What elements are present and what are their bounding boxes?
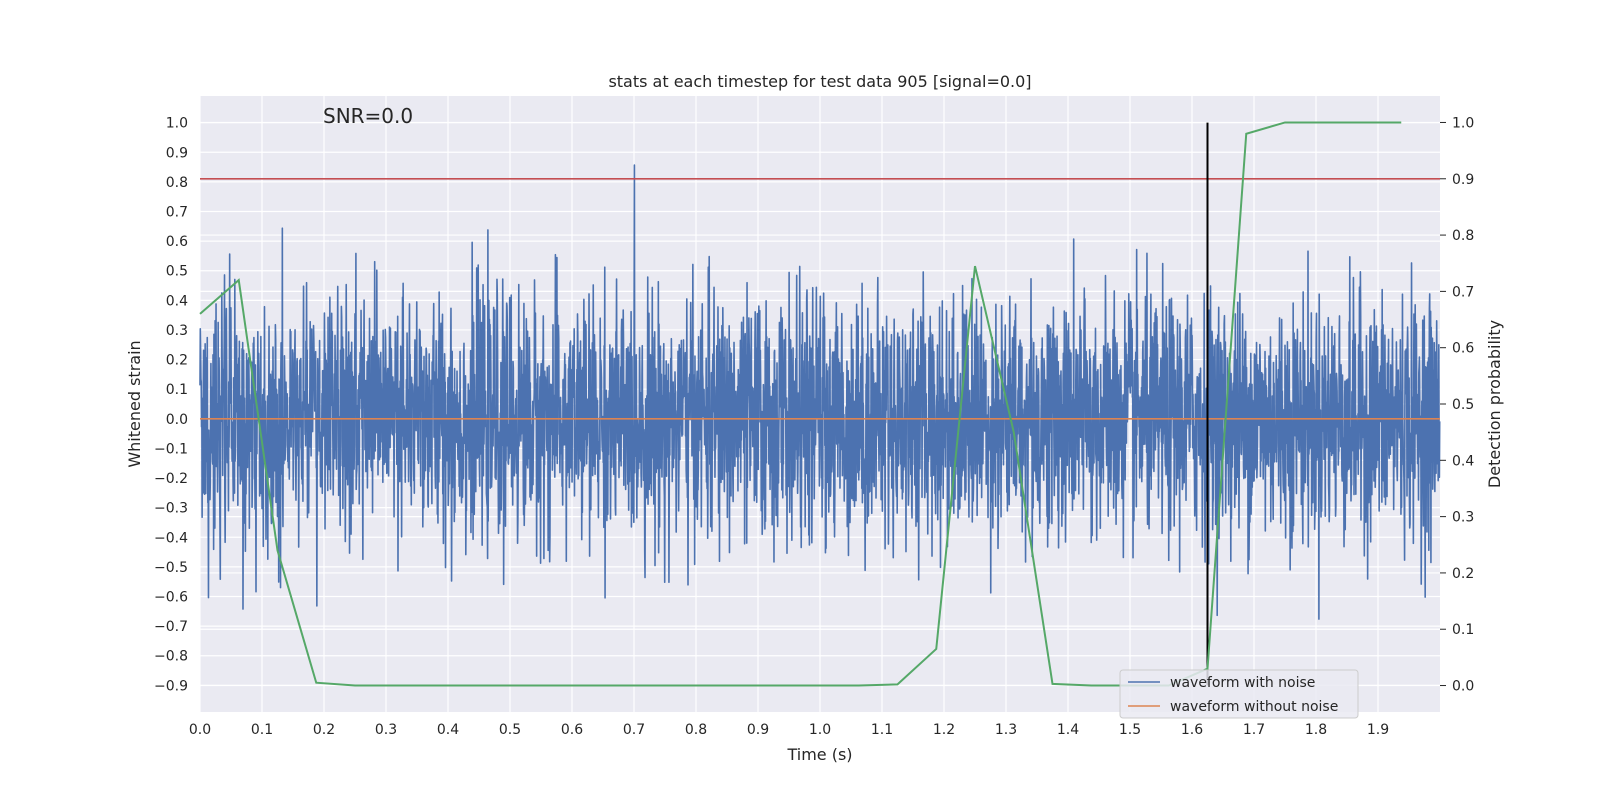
legend: waveform with noise waveform without noi… [1119,669,1359,719]
x-tick-label: 0.7 [623,722,645,738]
legend-box [1119,669,1359,719]
y-tick-label: −0.6 [154,590,188,606]
y2-tick-label: 0.1 [1452,622,1474,638]
y-tick-label: 0.1 [166,382,188,398]
x-tick-label: 0.8 [685,722,707,738]
x-tick-label: 0.3 [375,722,397,738]
x-tick-label: 1.3 [995,722,1017,738]
x-tick-label: 1.1 [871,722,893,738]
y-tick-label: −0.1 [154,441,188,457]
x-tick-labels: 0.0 0.1 0.2 0.3 0.4 0.5 0.6 0.7 0.8 0.9 1.0 1.1 1.2 1… [189,722,1389,738]
x-tick-label: 1.7 [1243,722,1265,738]
x-tick-label: 0.9 [747,722,769,738]
y-tick-label: −0.3 [154,501,188,517]
y-tick-label: −0.2 [154,471,188,487]
x-tick-label: 1.8 [1305,722,1327,738]
x-tick-label: 0.0 [189,722,211,738]
x-tick-label: 1.5 [1119,722,1141,738]
y-tick-label: 0.0 [166,412,188,428]
x-tick-label: 1.9 [1367,722,1389,738]
y2-tick-label: 0.8 [1452,228,1474,244]
x-tick-label: 1.2 [933,722,955,738]
waveform-noise-line [199,164,1441,620]
y-tick-label: 0.7 [166,205,188,221]
x-tick-label: 0.2 [313,722,335,738]
y-tick-label: 0.3 [166,323,188,339]
y2-tick-label: 0.4 [1452,453,1474,469]
x-tick-label: 1.0 [809,722,831,738]
y2-tick-label: 0.7 [1452,284,1474,300]
y-tick-label: −0.4 [154,530,188,546]
y2-tick-label: 0.5 [1452,397,1474,413]
x-tick-label: 0.4 [437,722,459,738]
x-tick-label: 0.5 [499,722,521,738]
y-axis-title: Whitened strain [125,340,144,467]
y-tick-label: 0.5 [166,264,188,280]
y-tick-label: −0.9 [154,678,188,694]
y-tick-label: 0.4 [166,293,188,309]
x-axis-title: Time (s) [786,745,852,764]
y2-tick-labels: 0.0 0.1 0.2 0.3 0.4 0.5 0.6 0.7 0.8 0.9 1.0 [1440,115,1474,695]
y-tick-label: −0.7 [154,619,188,635]
legend-label-clean: waveform without noise [1170,699,1338,715]
y-tick-label: −0.8 [154,649,188,665]
y-tick-label: 1.0 [166,116,188,132]
x-tick-label: 1.4 [1057,722,1079,738]
snr-annotation: SNR=0.0 [323,104,413,128]
y2-tick-label: 1.0 [1452,115,1474,131]
y2-tick-label: 0.0 [1452,679,1474,695]
x-tick-label: 0.1 [251,722,273,738]
y-tick-label: 0.6 [166,234,188,250]
y-tick-label: 0.2 [166,353,188,369]
y2-tick-label: 0.3 [1452,510,1474,526]
y-tick-label: 0.9 [166,145,188,161]
chart-title: stats at each timestep for test data 905… [608,72,1031,91]
x-tick-label: 0.6 [561,722,583,738]
x-tick-label: 1.6 [1181,722,1203,738]
y2-axis-title: Detection probability [1485,320,1504,488]
y2-tick-label: 0.9 [1452,172,1474,188]
y-tick-label: 0.8 [166,175,188,191]
y-tick-labels: −0.9 −0.8 −0.7 −0.6 −0.5 −0.4 −0.3 −0.2 −0.1 0.0 0… [154,116,188,695]
series-waveform-with-noise [199,164,1441,620]
y2-tick-label: 0.6 [1452,341,1474,357]
y-tick-label: −0.5 [154,560,188,576]
legend-label-noise: waveform with noise [1170,675,1315,691]
y2-tick-label: 0.2 [1452,566,1474,582]
